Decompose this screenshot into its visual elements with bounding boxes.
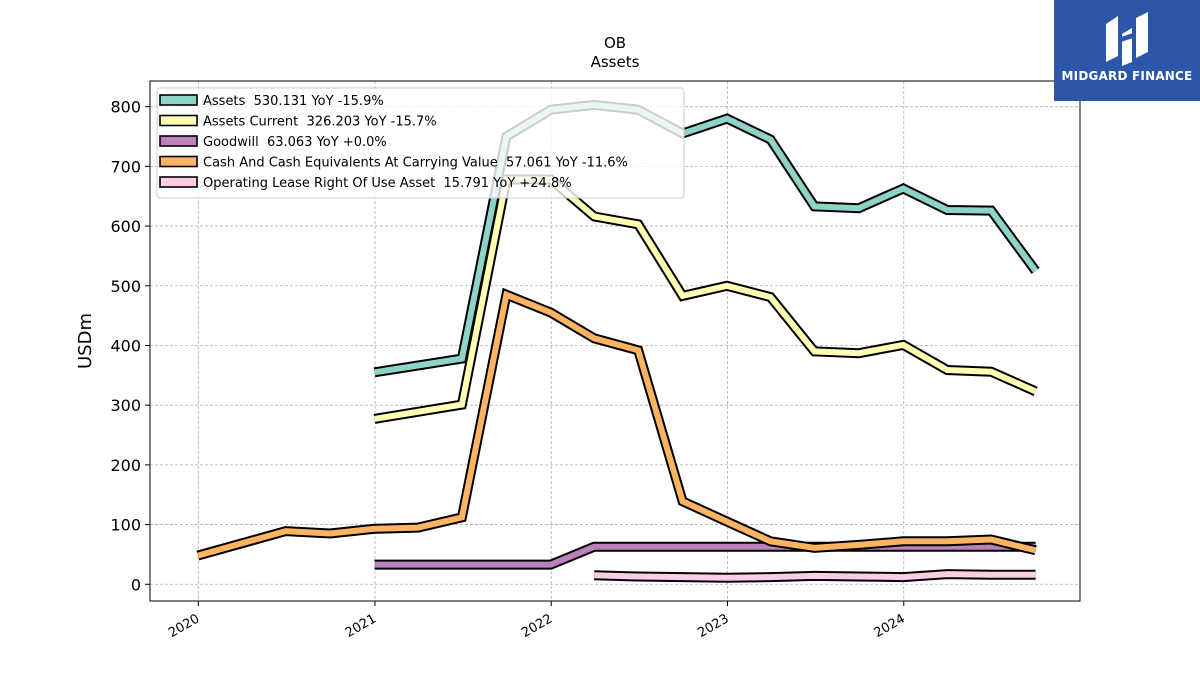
legend-swatch <box>159 135 198 147</box>
series-4 <box>594 569 1036 583</box>
y-tick-label: 800 <box>110 98 141 117</box>
legend-label: Cash And Cash Equivalents At Carrying Va… <box>203 156 628 171</box>
y-tick-label: 400 <box>110 336 141 355</box>
series-line <box>594 571 1036 581</box>
y-tick-label: 700 <box>110 157 141 176</box>
y-tick-label: 0 <box>131 575 141 594</box>
y-tick-label: 200 <box>110 456 141 475</box>
series-line-outline <box>196 287 1037 561</box>
legend-swatch <box>159 94 198 106</box>
plot-area-frame <box>149 80 1081 602</box>
series-2 <box>374 541 1036 570</box>
chart-subtitle: Assets <box>591 53 640 71</box>
y-axis-label: USDm <box>75 313 96 369</box>
midgard-finance-logo: MIDGARD FINANCE <box>1054 0 1200 101</box>
series-line <box>374 543 1036 568</box>
legend-label: Goodwill 63.063 YoY +0.0% <box>203 135 387 150</box>
y-tick-label: 500 <box>110 277 141 296</box>
logo-mark-icon <box>1106 12 1148 66</box>
legend-box <box>156 87 685 199</box>
logo-text: MIDGARD FINANCE <box>1061 69 1193 83</box>
legend-swatch <box>159 155 198 168</box>
x-tick-label: 2022 <box>519 611 555 641</box>
series-3 <box>196 287 1037 561</box>
legend: Assets 530.131 YoY -15.9% Assets Current … <box>156 87 685 199</box>
legend-label: Assets 530.131 YoY -15.9% <box>203 94 384 109</box>
legend-label: Operating Lease Right Of Use Asset 15.79… <box>203 176 572 191</box>
y-tick-label: 300 <box>110 396 141 415</box>
chart-title: OB <box>604 34 626 52</box>
x-tick-label: 2020 <box>166 611 202 641</box>
x-tick-label: 2024 <box>872 611 908 641</box>
x-tick-label: 2021 <box>343 611 379 641</box>
legend-swatch <box>159 114 198 127</box>
legend-label: Assets Current 326.203 YoY -15.7% <box>203 115 437 130</box>
y-tick-label: 100 <box>110 516 141 535</box>
x-tick-label: 2023 <box>695 611 731 641</box>
series-line <box>196 290 1037 559</box>
y-tick-label: 600 <box>110 217 141 236</box>
legend-swatch <box>159 176 198 188</box>
